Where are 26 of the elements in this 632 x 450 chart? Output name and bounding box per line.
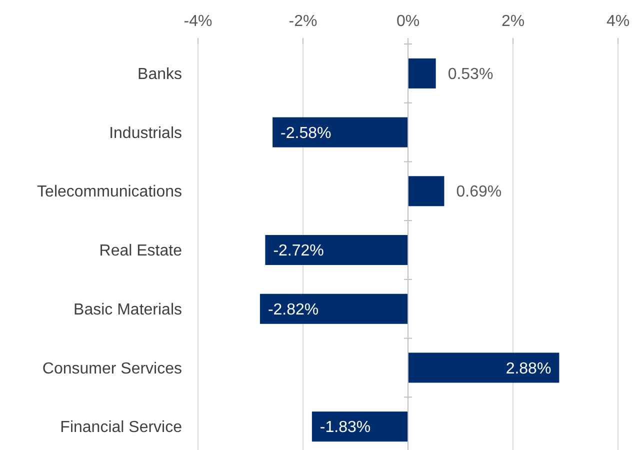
bar (312, 412, 408, 442)
y-tick-label: Financial Service (60, 419, 182, 436)
y-tick-label: Industrials (109, 124, 182, 142)
data-label: -2.82% (268, 301, 319, 318)
x-tick-label: -2% (288, 13, 318, 30)
x-tick-label: -4% (184, 13, 212, 30)
y-tick-label: Real Estate (99, 242, 182, 260)
y-tick-label: Telecommunications (37, 184, 182, 201)
data-label: -2.72% (273, 242, 324, 260)
data-label: 0.69% (456, 184, 502, 201)
x-tick-label: 2% (501, 13, 525, 30)
y-tick-label: Basic Materials (74, 301, 182, 318)
y-tick-label: Banks (138, 66, 182, 84)
bar (408, 58, 436, 88)
bar (408, 352, 560, 383)
bar (265, 234, 408, 266)
data-label: -1.83% (320, 419, 371, 436)
data-label: 2.88% (506, 360, 552, 378)
x-tick-label: 4% (606, 13, 630, 30)
bar (260, 294, 408, 324)
data-label: -2.58% (280, 124, 332, 142)
bar (408, 176, 444, 206)
bar (272, 117, 408, 148)
x-tick-label: 0% (396, 13, 420, 30)
data-label: 0.53% (448, 66, 494, 84)
y-tick-label: Consumer Services (42, 360, 182, 378)
